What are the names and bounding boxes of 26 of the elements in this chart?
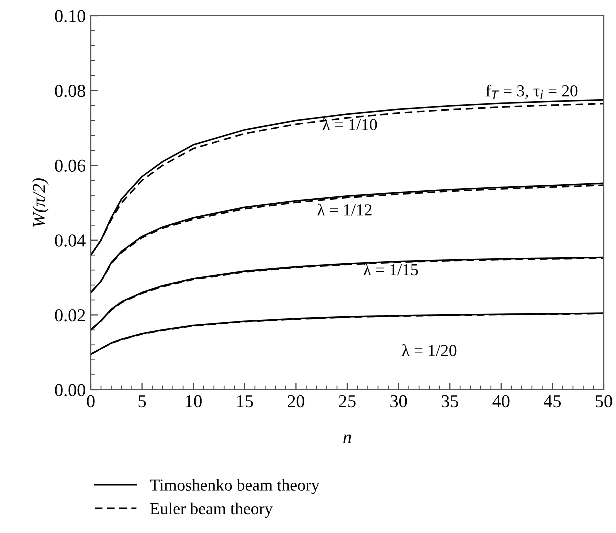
x-tick-label: 45 <box>544 396 562 408</box>
y-tick-label: 0.10 <box>55 10 86 23</box>
legend-label: Timoshenko beam theory <box>150 479 320 494</box>
x-tick-label: 40 <box>492 395 510 408</box>
legend-label: Euler beam theory <box>150 502 274 518</box>
x-tick-label: 0 <box>87 395 95 408</box>
y-tick-label: 0.00 <box>55 384 86 397</box>
x-tick-label: 35 <box>442 395 458 408</box>
x-tick-label: 15 <box>237 395 254 408</box>
x-tick-label: 25 <box>339 395 356 408</box>
y-tick-label: 0.06 <box>55 160 86 172</box>
y-tick-label: 0.04 <box>55 234 86 247</box>
annotation: λ = 1/20 <box>402 344 457 356</box>
annotation: λ = 1/12 <box>318 204 372 216</box>
y-tick-label: 0.08 <box>55 85 86 98</box>
x-tick-label: 30 <box>390 395 408 408</box>
annotation: f$_{T}$ = 3, τ$_{i}$ = 20 <box>486 84 578 100</box>
x-tick-label: 10 <box>186 395 202 408</box>
annotation: λ = 1/15 <box>364 264 418 276</box>
y-axis-title: W(π/2) <box>32 178 49 227</box>
x-tick-label: 20 <box>288 395 305 408</box>
x-tick-label: 50 <box>596 395 612 408</box>
annotation: λ = 1/10 <box>322 118 378 130</box>
x-axis-title: n <box>344 434 352 444</box>
y-tick-label: 0.02 <box>55 309 86 322</box>
x-tick-label: 5 <box>138 396 146 408</box>
